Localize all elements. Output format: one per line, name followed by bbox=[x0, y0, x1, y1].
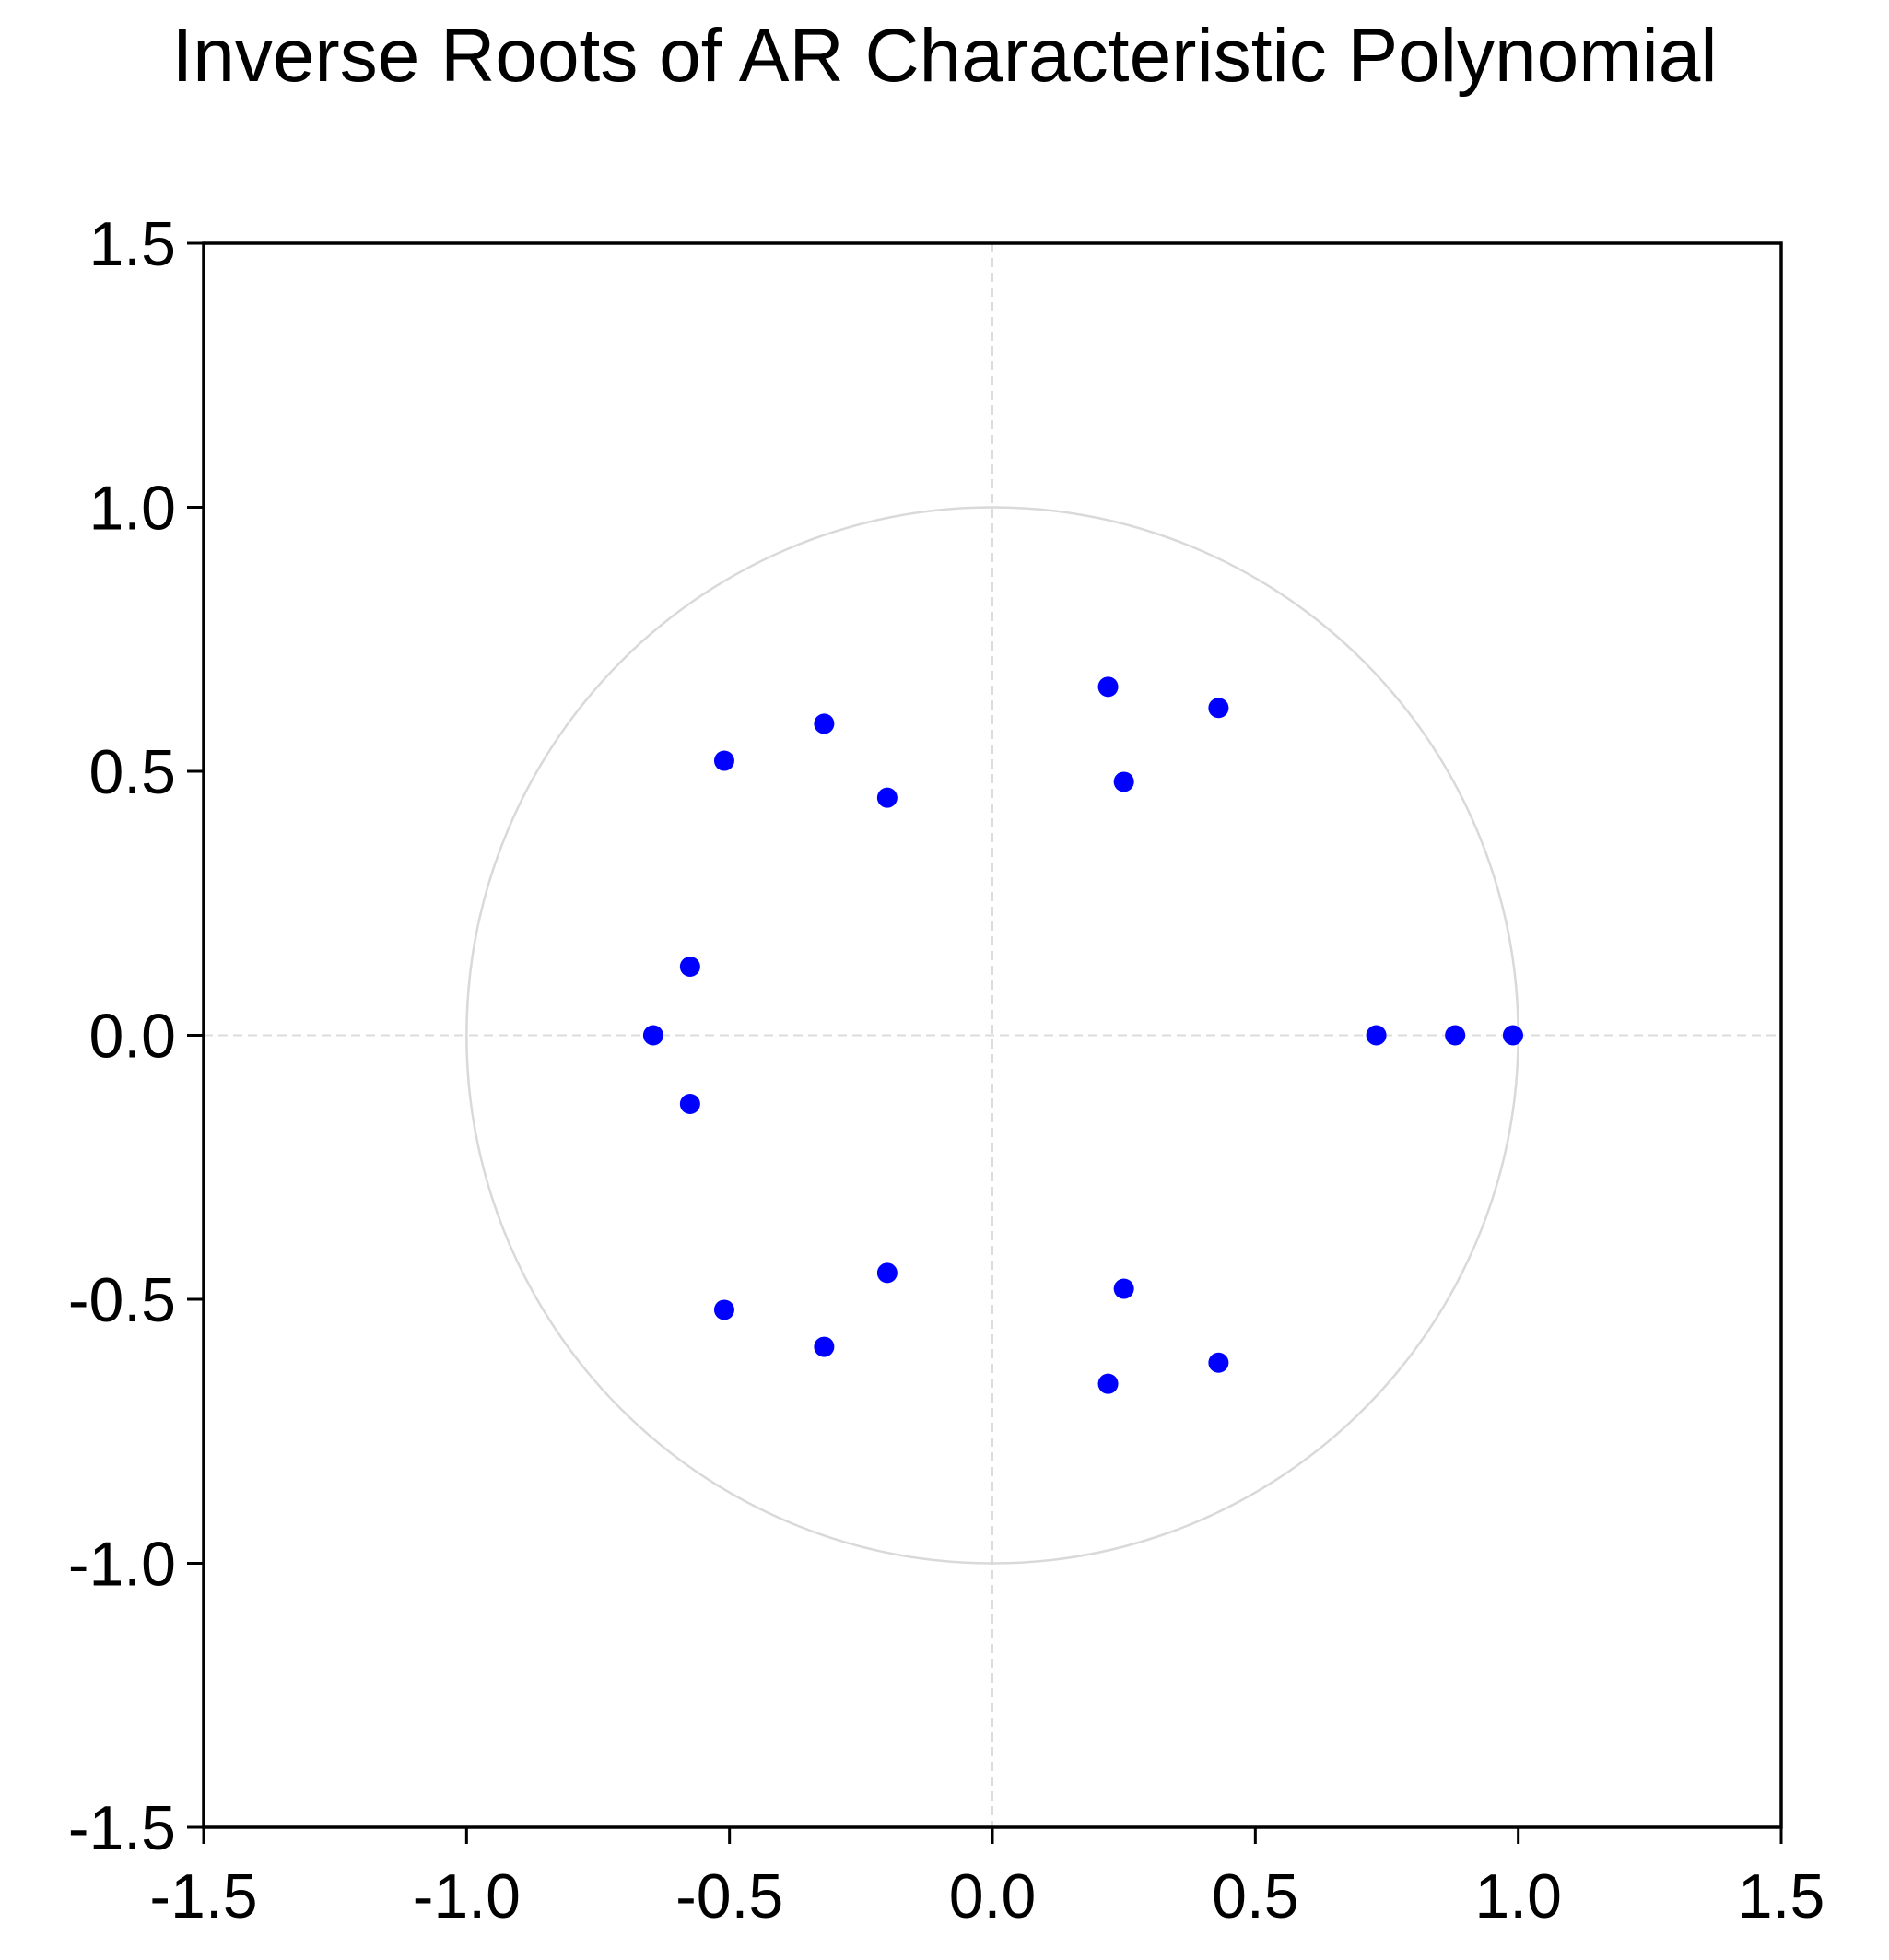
root-point bbox=[713, 750, 734, 771]
root-point bbox=[1097, 676, 1119, 698]
root-point bbox=[1113, 771, 1134, 792]
x-tick-label: 0.5 bbox=[1212, 1861, 1299, 1931]
y-tick-label: 0.5 bbox=[88, 737, 176, 807]
root-point bbox=[876, 787, 898, 808]
root-point bbox=[814, 713, 835, 734]
root-point bbox=[1208, 1352, 1229, 1373]
y-tick-label: -1.5 bbox=[68, 1793, 176, 1863]
x-tick-label: 1.5 bbox=[1738, 1861, 1825, 1931]
root-point bbox=[679, 957, 700, 978]
root-point bbox=[679, 1093, 700, 1114]
y-tick-label: -0.5 bbox=[68, 1265, 176, 1335]
x-tick-label: 0.0 bbox=[949, 1861, 1037, 1931]
root-point bbox=[1208, 698, 1229, 719]
root-point bbox=[1113, 1278, 1134, 1299]
y-tick-label: 1.5 bbox=[88, 209, 176, 279]
chart-title: Inverse Roots of AR Characteristic Polyn… bbox=[171, 14, 1717, 98]
root-point bbox=[1097, 1373, 1119, 1394]
root-point bbox=[1445, 1025, 1466, 1046]
x-tick-label: -1.5 bbox=[149, 1861, 257, 1931]
root-point bbox=[713, 1299, 734, 1320]
root-point bbox=[1366, 1025, 1387, 1046]
root-point bbox=[876, 1262, 898, 1284]
y-tick-label: 0.0 bbox=[88, 1002, 176, 1072]
y-tick-label: -1.0 bbox=[68, 1530, 176, 1600]
root-point bbox=[1502, 1025, 1523, 1046]
root-point bbox=[814, 1336, 835, 1357]
y-tick-label: 1.0 bbox=[88, 474, 176, 544]
x-tick-label: 1.0 bbox=[1474, 1861, 1562, 1931]
x-tick-label: -0.5 bbox=[675, 1861, 783, 1931]
x-tick-label: -1.0 bbox=[413, 1861, 521, 1931]
root-point bbox=[642, 1025, 663, 1046]
